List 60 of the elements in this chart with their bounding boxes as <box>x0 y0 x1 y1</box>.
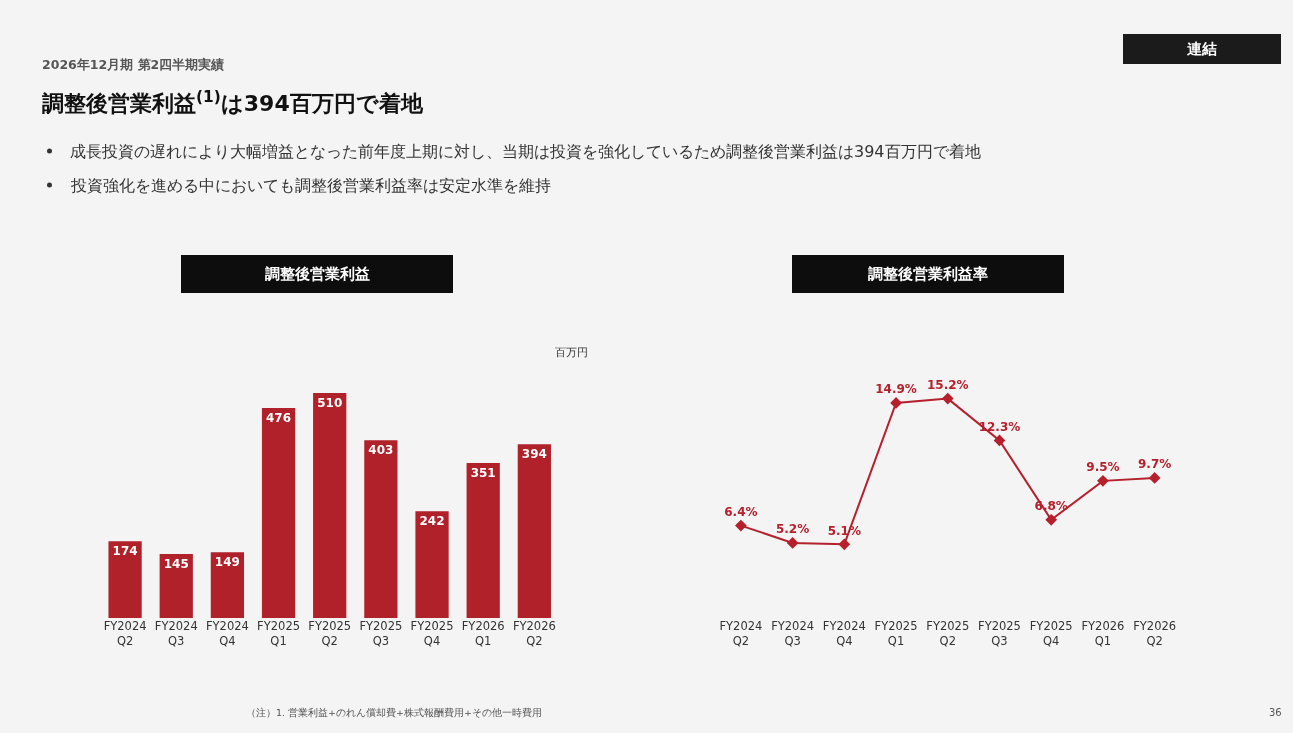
data-label: 394 <box>521 447 547 462</box>
data-label: 510 <box>317 396 343 410</box>
x-tick-label: FY2026 Q2 <box>512 619 556 649</box>
x-tick-label: FY2024 Q3 <box>771 619 815 649</box>
x-tick-label: FY2025 Q4 <box>1029 619 1073 649</box>
x-tick-label: FY2025 Q2 <box>308 619 352 649</box>
point <box>1045 513 1058 526</box>
x-tick-label: FY2025 Q1 <box>257 619 301 649</box>
text: 2026年12月期 第2四半期実績 <box>42 57 225 72</box>
data-label: 5.2% <box>775 522 810 537</box>
data-label: 403 <box>368 443 394 458</box>
data-label: 6.4% <box>724 504 758 519</box>
point <box>735 519 747 532</box>
x-tick-label: FY2024 Q2 <box>719 619 763 649</box>
x-tick-label: FY2025 Q3 <box>978 619 1021 649</box>
chart-title: 調整後営業利益率 <box>868 265 988 283</box>
x-tick-label: FY2025 Q2 <box>926 619 970 649</box>
data-label: 351 <box>470 466 496 481</box>
point <box>993 434 1006 447</box>
x-tick-label: FY2024 Q4 <box>822 619 866 649</box>
data-label: 242 <box>419 514 445 529</box>
data-label: 476 <box>266 410 292 425</box>
x-tick-label: FY2024 Q3 <box>154 619 198 649</box>
bar <box>159 553 193 618</box>
point <box>838 538 851 551</box>
y-axis-title: 百万円 <box>555 346 588 359</box>
x-tick-label: FY2025 Q4 <box>410 619 454 649</box>
text: 連結 <box>1186 40 1217 58</box>
data-label: 14.9% <box>875 382 917 397</box>
bar <box>415 511 449 618</box>
bar <box>364 440 398 618</box>
x-tick-label: FY2024 Q2 <box>103 619 147 649</box>
text: 36 <box>1269 707 1282 718</box>
x-tick-label: FY2025 Q3 <box>359 619 403 649</box>
x-tick-label: FY2026 Q1 <box>461 619 505 649</box>
point <box>1148 472 1161 484</box>
text: 調整後営業利益$^{(1)}$は394百万円で着地 <box>42 88 424 117</box>
text: 投資強化を進める中においても調整後営業利益率は安定水準を維持 <box>70 176 551 195</box>
bar <box>261 407 296 618</box>
point <box>786 537 799 549</box>
text: （注）1. 営業利益+のれん償却費+株式報酬費用+その他一時費用 <box>246 707 542 718</box>
x-tick-label: FY2026 Q1 <box>1081 619 1125 649</box>
text: 成長投資の遅れにより大幅増益となった前年度上期に対し、当期は投資を強化しているため調整後営業利益は394百万円で着地 <box>70 142 981 161</box>
data-label: 174 <box>112 544 138 559</box>
data-label: 15.2% <box>926 377 969 392</box>
data-label: 145 <box>163 556 189 571</box>
data-label: 9.7% <box>1138 457 1172 472</box>
x-tick-label: FY2025 Q1 <box>874 619 918 649</box>
bar <box>108 541 142 618</box>
point <box>941 392 954 405</box>
data-label: 9.5% <box>1086 460 1120 475</box>
bar <box>313 393 347 618</box>
x-tick-label: FY2024 Q4 <box>205 619 249 649</box>
data-label: 149 <box>214 555 240 570</box>
bar <box>210 552 245 618</box>
x-tick-label: FY2026 Q2 <box>1133 619 1177 649</box>
bar <box>466 463 500 618</box>
point <box>1097 475 1109 487</box>
bar <box>517 444 551 618</box>
chart-title: 調整後営業利益 <box>265 265 370 283</box>
